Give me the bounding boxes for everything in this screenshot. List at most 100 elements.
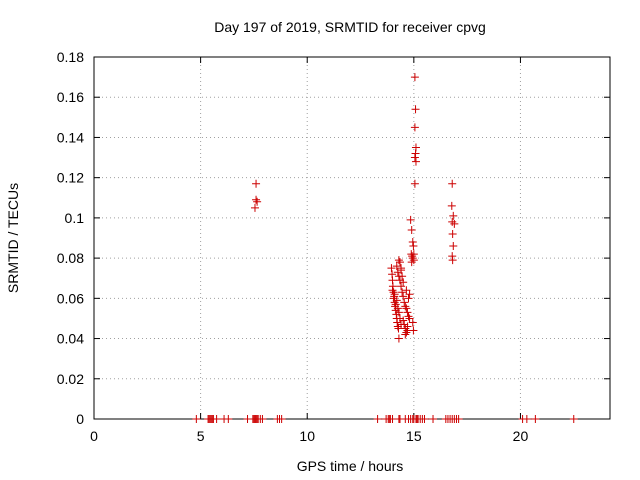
data-point	[449, 211, 458, 220]
x-tick-label: 5	[197, 428, 205, 444]
data-point	[450, 219, 459, 228]
data-point	[411, 149, 420, 158]
data-point	[408, 238, 417, 247]
y-tick-label: 0.18	[57, 49, 84, 65]
data-point	[410, 153, 419, 162]
y-tick-label: 0.08	[57, 250, 84, 266]
data-point	[258, 415, 267, 423]
data-point	[252, 195, 261, 204]
data-point	[390, 290, 399, 299]
data-point	[253, 197, 262, 206]
data-point	[394, 256, 403, 265]
data-point	[224, 415, 233, 423]
data-point	[397, 264, 406, 273]
data-point	[212, 415, 221, 423]
data-point	[398, 288, 407, 297]
data-point	[393, 268, 402, 277]
data-point	[410, 123, 419, 132]
x-tick-label: 15	[406, 428, 422, 444]
data-point	[400, 320, 409, 329]
data-point	[250, 203, 259, 212]
data-point	[394, 308, 403, 317]
data-point	[522, 415, 531, 423]
y-tick-label: 0.02	[57, 371, 84, 387]
data-point	[405, 290, 414, 299]
data-point	[410, 179, 419, 188]
data-point	[447, 201, 456, 210]
data-point	[392, 262, 401, 271]
data-point	[409, 242, 418, 251]
data-point	[373, 415, 382, 423]
data-point	[531, 415, 540, 423]
data-point	[411, 105, 420, 114]
data-point	[388, 286, 397, 295]
data-point	[389, 294, 398, 303]
data-point	[393, 304, 402, 313]
data-point	[399, 278, 408, 287]
data-point	[409, 250, 418, 259]
data-point	[569, 415, 578, 423]
data-point	[393, 322, 402, 331]
data-point	[397, 282, 406, 291]
data-point	[401, 302, 410, 311]
y-tick-label: 0	[76, 411, 84, 427]
x-axis-label: GPS time / hours	[297, 458, 404, 474]
grid-lines	[94, 57, 610, 419]
y-axis-label: SRMTID / TECUs	[5, 183, 21, 293]
axis-ticks: 0 5 10 15 20 0 0.02 0.04 0.06 0.08 0.1 0.12 0.14 0.16…	[57, 49, 610, 444]
data-point	[398, 272, 407, 281]
y-tick-label: 0.1	[65, 210, 85, 226]
chart-title: Day 197 of 2019, SRMTID for receiver cpv…	[214, 19, 486, 35]
data-point	[395, 314, 404, 323]
data-point	[407, 258, 416, 267]
data-point	[401, 330, 410, 339]
data-point	[429, 415, 438, 423]
data-point	[448, 217, 457, 226]
x-tick-label: 0	[90, 428, 98, 444]
data-point	[408, 254, 417, 263]
data-point	[448, 256, 457, 265]
data-point	[404, 294, 413, 303]
data-point	[407, 225, 416, 234]
data-point	[448, 179, 457, 188]
data-point	[403, 322, 412, 331]
data-point	[406, 215, 415, 224]
y-tick-label: 0.04	[57, 331, 84, 347]
data-point	[192, 415, 201, 423]
data-point	[395, 276, 404, 285]
data-point	[402, 304, 411, 313]
data-point	[400, 298, 409, 307]
data-point	[403, 308, 412, 317]
data-point	[394, 324, 403, 333]
x-tick-label: 20	[513, 428, 529, 444]
data-point	[449, 242, 458, 251]
data-point	[392, 296, 401, 305]
data-point	[387, 264, 396, 273]
data-point	[252, 179, 261, 188]
y-tick-label: 0.12	[57, 170, 84, 186]
plot-frame	[93, 56, 611, 420]
y-tick-label: 0.06	[57, 290, 84, 306]
data-point	[420, 415, 429, 423]
data-point	[394, 334, 403, 343]
y-tick-label: 0.16	[57, 89, 84, 105]
data-point	[409, 326, 418, 335]
y-tick-label: 0.14	[57, 129, 84, 145]
data-points	[192, 73, 578, 423]
data-point	[448, 229, 457, 238]
x-tick-label: 10	[299, 428, 315, 444]
data-point	[393, 318, 402, 327]
data-point	[402, 286, 411, 295]
data-point	[399, 292, 408, 301]
data-point	[402, 328, 411, 337]
data-point	[404, 312, 413, 321]
data-point	[391, 300, 400, 309]
data-point	[408, 318, 417, 327]
data-point	[411, 157, 420, 166]
data-point	[410, 73, 419, 82]
data-point	[454, 415, 463, 423]
data-point	[395, 258, 404, 267]
data-point	[399, 316, 408, 325]
data-point	[405, 314, 414, 323]
